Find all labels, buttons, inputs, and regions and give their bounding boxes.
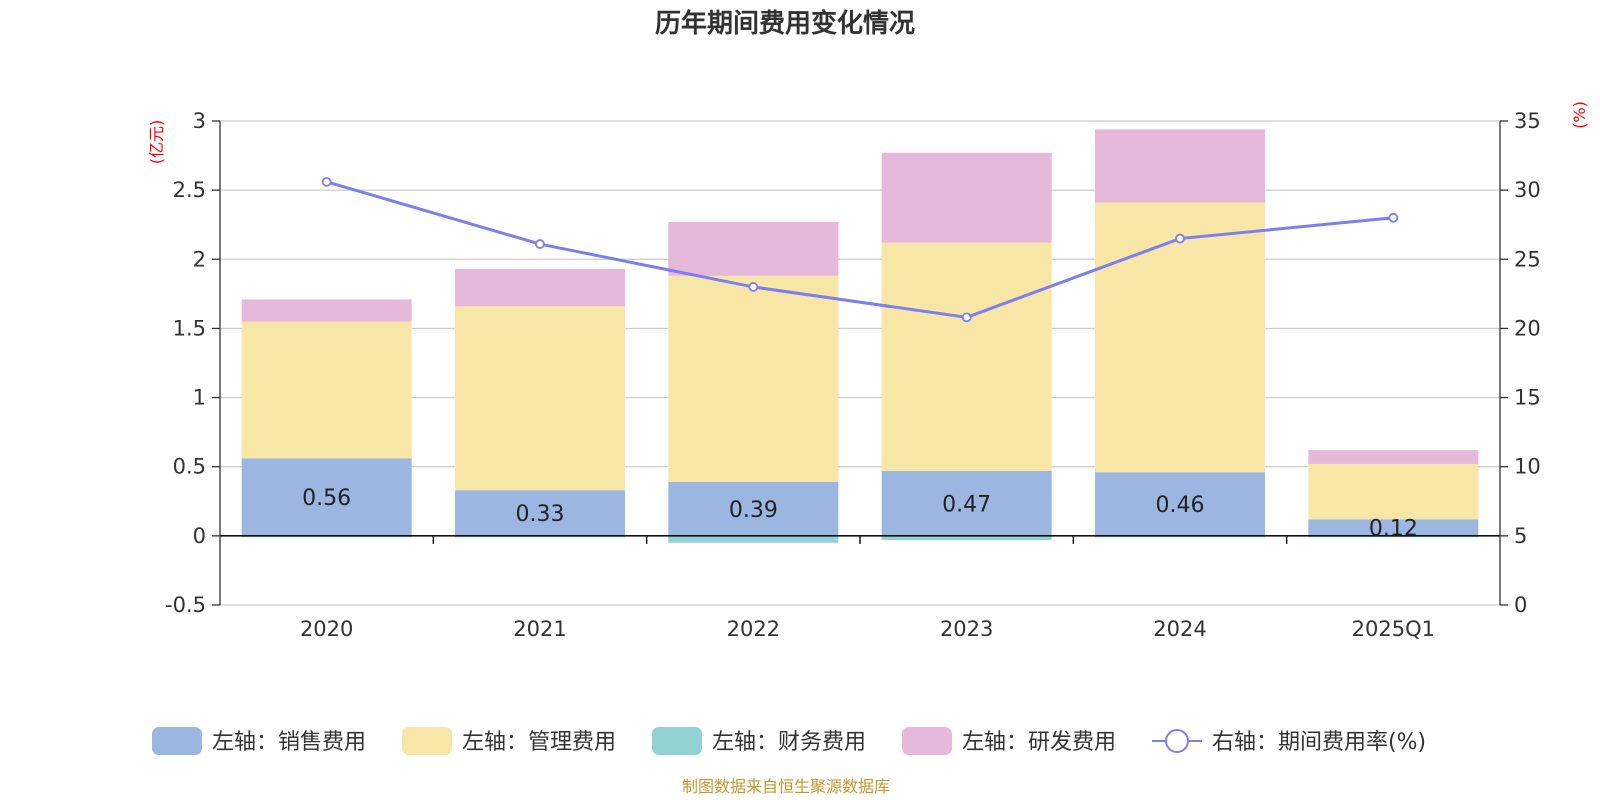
left-tick-label: 2: [193, 247, 206, 271]
legend-label: 左轴：销售费用: [212, 730, 366, 755]
right-tick-label: 35: [1514, 109, 1541, 133]
left-axis-unit: (亿元): [147, 120, 166, 165]
bar-rd: [1095, 129, 1265, 203]
source-note: 制图数据来自恒生聚源数据库: [682, 777, 890, 796]
bar-rd: [668, 221, 839, 276]
legend-label: 左轴：财务费用: [712, 730, 866, 755]
bar-admin: [668, 275, 839, 482]
rate-point: [748, 282, 759, 292]
data-labels: 0.56 0.33 0.39 0.47 0.46 0.12: [302, 486, 1418, 541]
legend-swatch: [152, 727, 202, 755]
rate-line-path: [326, 180, 1394, 319]
bar-sales: [881, 470, 1052, 536]
bar-rd: [881, 152, 1052, 243]
x-tick-label: 2021: [513, 617, 566, 641]
rate-line: [321, 176, 1399, 323]
rate-point: [535, 239, 545, 249]
x-tick-label: 2020: [300, 617, 353, 641]
bars: [241, 129, 1479, 543]
data-label: 0.56: [302, 486, 351, 511]
data-label: 0.46: [1156, 493, 1205, 518]
right-tick-label: 30: [1514, 178, 1541, 202]
bar-sales: [668, 481, 839, 536]
bar-admin: [1308, 463, 1479, 520]
x-tick-label: 2023: [940, 617, 993, 641]
bar-sales: [455, 490, 625, 536]
right-tick-label: 10: [1514, 455, 1541, 479]
bar-finance: [668, 535, 839, 543]
chart-title: 历年期间费用变化情况: [655, 8, 915, 39]
right-tick-label: 20: [1514, 316, 1541, 340]
left-tick-label: 2.5: [173, 178, 206, 202]
bar-admin: [241, 321, 412, 459]
right-tick-label: 5: [1514, 524, 1527, 548]
left-tick-label: 1: [193, 386, 206, 410]
right-tick-label: 15: [1514, 386, 1541, 410]
bar-rd: [455, 268, 625, 307]
right-axis-unit: (%): [1570, 101, 1589, 129]
bar-rd: [241, 299, 412, 322]
grid-lines: [220, 120, 1500, 606]
bar-rd: [1308, 450, 1479, 464]
legend-swatch: [902, 727, 952, 755]
bar-sales: [1308, 519, 1479, 536]
data-label: 0.39: [729, 498, 778, 523]
bar-admin: [455, 306, 625, 491]
legend-swatch: [402, 727, 452, 755]
bar-admin: [881, 242, 1052, 471]
rate-point: [321, 176, 332, 187]
legend: 左轴：销售费用 左轴：管理费用 左轴：财务费用 左轴：研发费用 右轴：期间费用率(%): [152, 727, 1426, 755]
legend-circle-icon: [1165, 729, 1189, 753]
bar-admin: [1095, 202, 1265, 473]
x-tick-label: 2022: [727, 617, 780, 641]
data-label: 0.12: [1369, 517, 1418, 542]
rate-point: [1388, 212, 1399, 223]
left-tick-label: 3: [193, 109, 206, 133]
left-tick-label: 0: [193, 524, 206, 548]
x-tick-label: 2024: [1153, 617, 1206, 641]
legend-label: 左轴：管理费用: [462, 730, 616, 755]
legend-label: 右轴：期间费用率(%): [1212, 730, 1426, 755]
data-label: 0.47: [942, 492, 991, 517]
left-tick-label: -0.5: [165, 593, 206, 617]
bar-finance: [881, 535, 1052, 541]
data-label: 0.33: [516, 502, 565, 527]
right-tick-label: 0: [1514, 593, 1527, 617]
x-tick-label: 2025Q1: [1352, 617, 1435, 641]
legend-label: 左轴：研发费用: [962, 730, 1116, 755]
rate-point: [1175, 233, 1185, 244]
left-tick-label: 0.5: [173, 455, 206, 479]
legend-swatch: [652, 727, 702, 755]
right-tick-label: 25: [1514, 247, 1541, 271]
bar-sales: [241, 458, 412, 536]
rate-point: [961, 312, 972, 323]
left-tick-label: 1.5: [173, 316, 206, 340]
bar-sales: [1095, 472, 1265, 536]
